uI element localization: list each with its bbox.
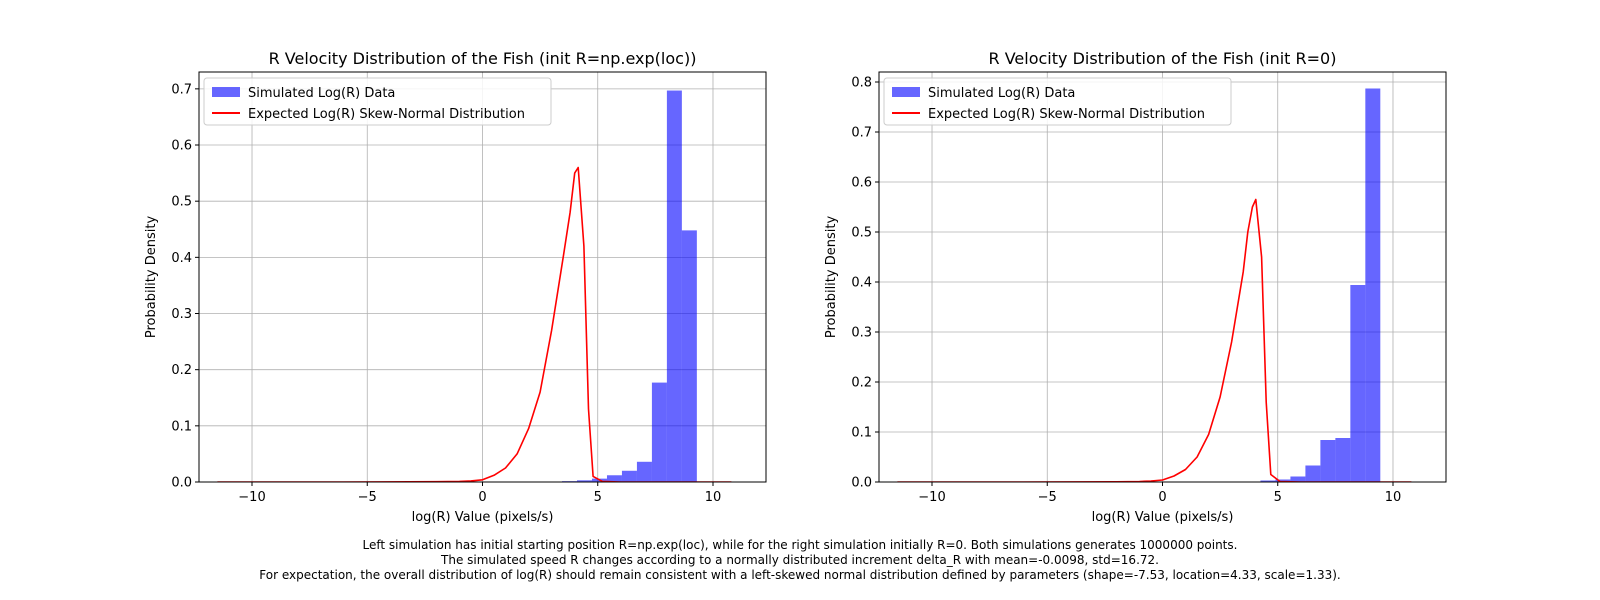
x-axis-label: log(R) Value (pixels/s): [1092, 510, 1234, 525]
x-tick-label: 5: [1274, 490, 1282, 505]
histogram-bar: [1260, 480, 1276, 482]
chart-title: R Velocity Distribution of the Fish (ini…: [989, 49, 1337, 68]
legend-label-hist: Simulated Log(R) Data: [928, 86, 1075, 101]
skew-normal-curve: [897, 198, 1412, 482]
y-tick-label: 0.0: [171, 476, 192, 491]
legend-label-curve: Expected Log(R) Skew-Normal Distribution: [928, 107, 1205, 122]
y-tick-label: 0.7: [851, 126, 872, 141]
x-tick-label: 5: [594, 490, 602, 505]
y-axis-label: Probability Density: [144, 216, 159, 339]
x-axis-label: log(R) Value (pixels/s): [412, 510, 554, 525]
legend-swatch-hist: [892, 87, 920, 97]
caption-line-1: Left simulation has initial starting pos…: [362, 538, 1238, 552]
histogram-bar: [1275, 479, 1291, 482]
caption-line-3: For expectation, the overall distributio…: [259, 568, 1341, 582]
y-tick-label: 0.3: [171, 307, 192, 322]
y-tick-label: 0.3: [851, 326, 872, 341]
y-tick-label: 0.7: [171, 82, 192, 97]
plot-area: [217, 90, 732, 482]
legend-box: [203, 77, 552, 126]
skew-normal-curve: [217, 166, 732, 482]
y-axis-label: Probability Density: [824, 216, 839, 339]
figure-caption: Left simulation has initial starting pos…: [0, 538, 1600, 583]
x-tick-label: 0: [478, 490, 486, 505]
legend-label-curve: Expected Log(R) Skew-Normal Distribution: [248, 107, 525, 122]
y-tick-label: 0.2: [851, 376, 872, 391]
x-tick-label: 10: [705, 490, 722, 505]
legend-label-hist: Simulated Log(R) Data: [248, 86, 395, 101]
legend: Simulated Log(R) Data Expected Log(R) Ske…: [203, 77, 552, 126]
y-tick-label: 0.4: [851, 276, 872, 291]
chart-right: −10 −5 0 5 10 0.0 0.1 0.2 0.3 0.4 0.5 0.6 0.7 0.8 R Ve…: [824, 49, 1447, 525]
chart-title: R Velocity Distribution of the Fish (ini…: [269, 49, 697, 68]
legend-swatch-hist: [212, 87, 240, 97]
y-tick-label: 0.8: [851, 76, 872, 91]
histogram-bar: [681, 230, 697, 482]
chart-left: −10 −5 0 5 10 0.0 0.1 0.2 0.3 0.4 0.5 0.6 0.7 R Veloc…: [144, 49, 767, 525]
histogram-bar: [651, 382, 667, 482]
y-tick-label: 0.6: [851, 176, 872, 191]
legend: Simulated Log(R) Data Expected Log(R) Ske…: [883, 77, 1232, 126]
y-tick-label: 0.2: [171, 363, 192, 378]
x-tick-label: 0: [1158, 490, 1166, 505]
histogram-bar: [577, 480, 592, 482]
y-tick-label: 0.6: [171, 139, 192, 154]
histogram-bar: [1335, 438, 1351, 482]
y-tick-label: 0.4: [171, 251, 192, 266]
histogram-bar: [606, 475, 622, 482]
histogram-bar: [1365, 88, 1381, 482]
y-tick-label: 0.1: [171, 419, 192, 434]
y-tick-label: 0.0: [851, 476, 872, 491]
histogram-bar: [636, 461, 652, 482]
caption-line-2: The simulated speed R changes according …: [441, 553, 1159, 567]
histogram-bar: [621, 470, 637, 482]
y-tick-label: 0.1: [851, 426, 872, 441]
x-tick-label: −5: [358, 490, 377, 505]
x-tick-label: 10: [1385, 490, 1402, 505]
histogram-bar: [1350, 285, 1366, 482]
histogram-bar: [1290, 476, 1306, 482]
plot-area: [897, 88, 1412, 482]
histogram-bar: [1305, 465, 1321, 482]
histogram-bar: [1320, 440, 1336, 482]
x-tick-label: −10: [918, 490, 945, 505]
histogram-bar: [666, 90, 682, 482]
legend-box: [883, 77, 1232, 126]
y-tick-label: 0.5: [171, 195, 192, 210]
y-tick-label: 0.5: [851, 226, 872, 241]
x-tick-label: −10: [238, 490, 265, 505]
x-tick-label: −5: [1038, 490, 1057, 505]
